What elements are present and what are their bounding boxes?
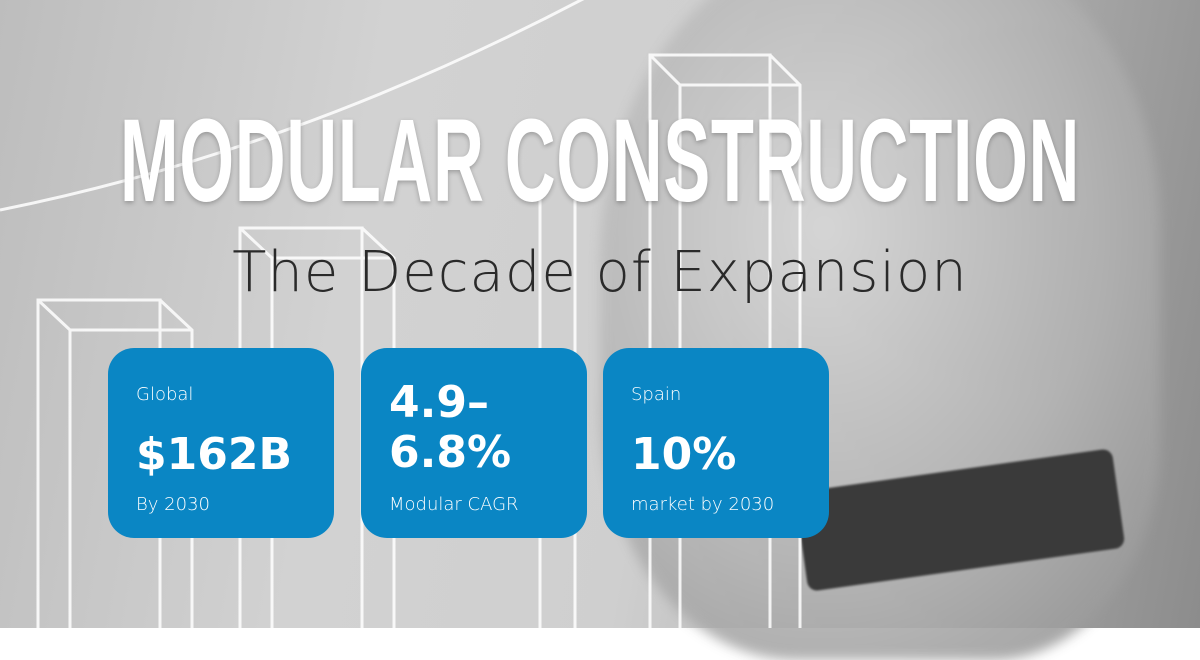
card-value-line2: 6.8% [389, 427, 512, 478]
card-label: Global [136, 384, 194, 405]
card-label: Spain [631, 384, 682, 405]
growth-curve [0, 0, 585, 212]
wire-bar-1 [36, 298, 194, 628]
card-note: By 2030 [136, 494, 210, 515]
headline: MODULAR CONSTRUCTION [119, 95, 1081, 227]
stat-card-spain: Spain 10% market by 2030 [603, 348, 829, 538]
wire-bar-2 [238, 226, 396, 628]
stat-card-global: Global $162B By 2030 [108, 348, 334, 538]
card-value: 4.9– 6.8% [389, 378, 511, 478]
card-value: $162B [136, 429, 292, 480]
card-note: Modular CAGR [389, 494, 519, 515]
card-note: market by 2030 [631, 494, 775, 515]
card-value: 10% [631, 429, 737, 480]
wire-bar-3 [648, 53, 802, 628]
card-value-line1: 4.9– [389, 377, 489, 428]
subheadline: The Decade of Expansion [232, 240, 968, 305]
stat-card-cagr: 4.9– 6.8% Modular CAGR [361, 348, 587, 538]
